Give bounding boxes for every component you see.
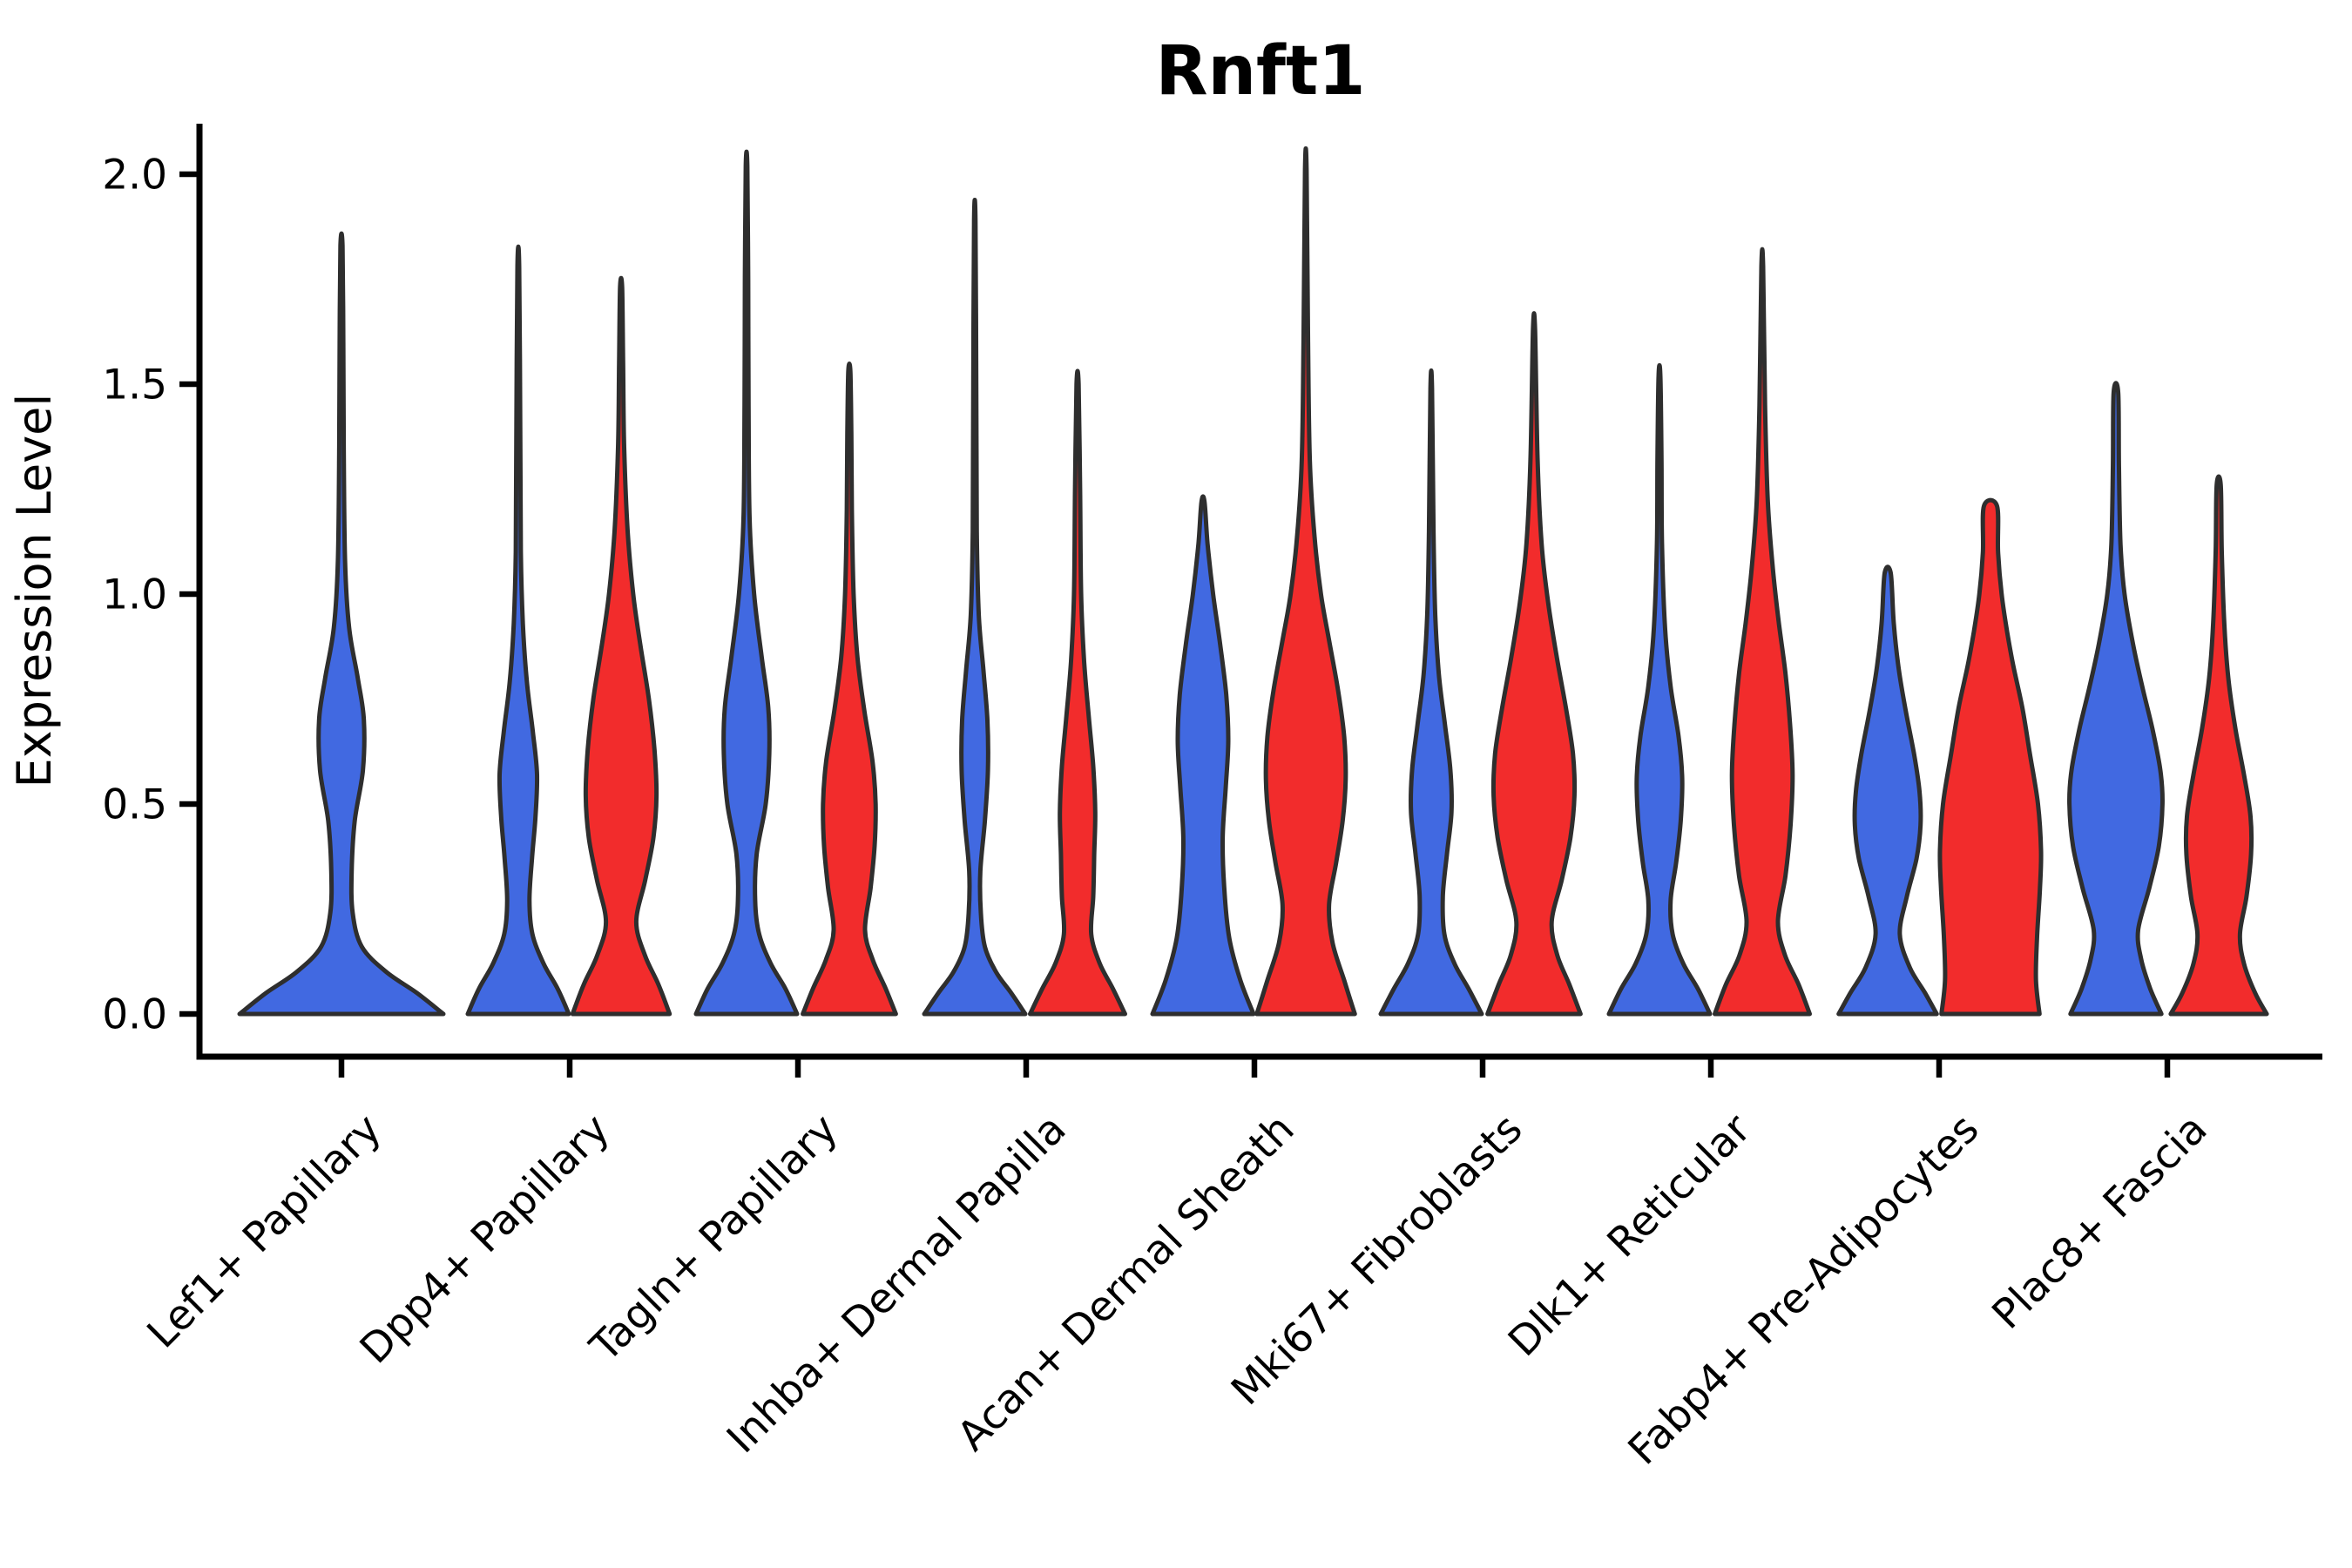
violin-mki67-fibroblasts-red: [1485, 311, 1583, 1017]
x-tick-label: Dlk1+ Reticular: [1499, 1105, 1761, 1366]
violin-inhba-dermal-papilla-blue: [922, 198, 1028, 1017]
violin-dpp4-papillary-red: [570, 275, 672, 1017]
chart-title: Rnft1: [1155, 32, 1365, 111]
violins-layer: [237, 146, 2269, 1017]
x-tick-label: Dpp4+ Papillary: [351, 1105, 619, 1374]
violin-dpp4-papillary-blue: [465, 244, 571, 1017]
y-tick-label: 1.0: [102, 571, 167, 618]
violin-dlk1-reticular-red: [1713, 247, 1812, 1017]
y-tick-label: 2.0: [102, 151, 167, 199]
violin-dlk1-reticular-blue: [1606, 362, 1713, 1017]
x-tick-label: Tagln+ Papillary: [581, 1105, 848, 1372]
y-tick-label: 0.0: [102, 990, 167, 1038]
y-tick-label: 0.5: [102, 781, 167, 828]
y-tick-label: 1.5: [102, 361, 167, 409]
x-tick-label: Plac8+ Fascia: [1984, 1105, 2217, 1339]
y-axis-label: Expression Level: [7, 394, 62, 788]
violin-acan-dermal-sheath-blue: [1150, 494, 1256, 1017]
violin-inhba-dermal-papilla-red: [1028, 368, 1127, 1017]
violin-mki67-fibroblasts-blue: [1378, 368, 1484, 1017]
violin-lef1-papillary-blue: [237, 231, 446, 1017]
violin-tagln-papillary-red: [801, 362, 898, 1017]
violin-fabp4-pre-adipocytes-red: [1937, 497, 2044, 1017]
violin-plac8-fascia-red: [2168, 474, 2269, 1017]
violin-plac8-fascia-blue: [2067, 381, 2165, 1017]
x-tick-label: Lef1+ Papillary: [139, 1105, 391, 1358]
violin-acan-dermal-sheath-red: [1254, 146, 1357, 1017]
violin-tagln-papillary-blue: [693, 149, 800, 1017]
violin-fabp4-pre-adipocytes-blue: [1836, 564, 1939, 1017]
